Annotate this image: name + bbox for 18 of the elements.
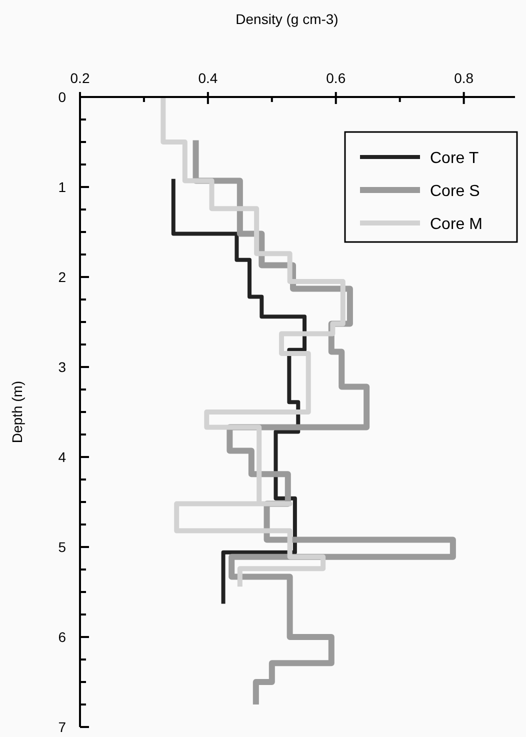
y-tick-label: 6 — [58, 629, 66, 645]
y-tick-label: 7 — [58, 719, 66, 735]
y-tick-label: 3 — [58, 359, 66, 375]
x-axis-title: Density (g cm-3) — [236, 11, 338, 27]
y-tick-label: 5 — [58, 539, 66, 555]
line-series — [171, 176, 307, 606]
y-tick-label: 4 — [58, 449, 66, 465]
x-tick-label: 0.4 — [198, 70, 218, 86]
y-axis-title: Depth (m) — [9, 380, 25, 444]
x-tick-label: 0.2 — [70, 70, 90, 86]
y-tick-label: 0 — [58, 89, 66, 105]
y-tick-label: 1 — [58, 179, 66, 195]
legend-label: Core M — [430, 216, 482, 233]
x-tick-label: 0.6 — [326, 70, 346, 86]
y-tick-label: 2 — [58, 269, 66, 285]
legend-label: Core T — [430, 150, 479, 167]
legend-label: Core S — [430, 183, 480, 200]
x-tick-label: 0.8 — [454, 70, 474, 86]
